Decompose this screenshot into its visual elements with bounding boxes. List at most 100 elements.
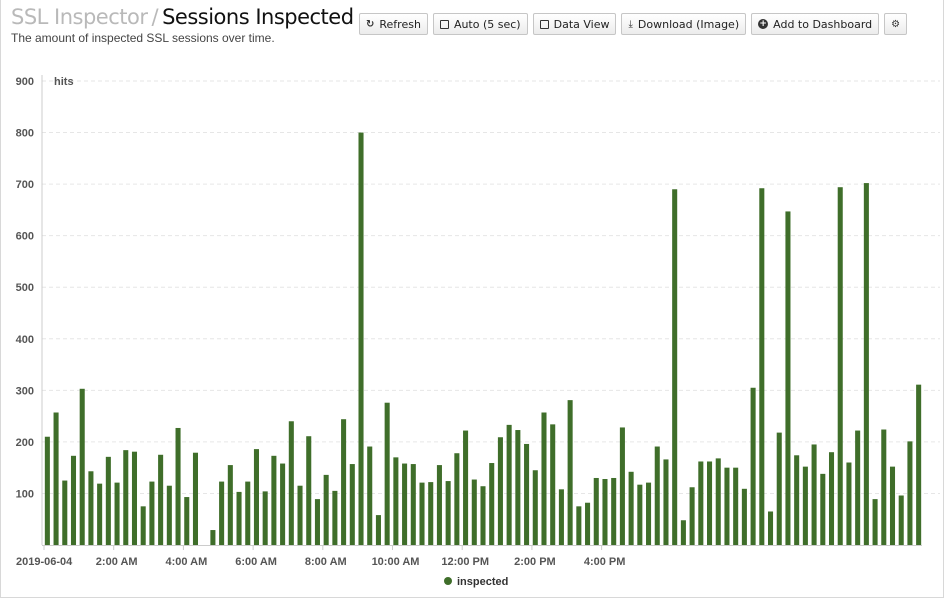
bar[interactable] xyxy=(776,432,782,545)
bar[interactable] xyxy=(794,455,800,545)
data-view-button[interactable]: Data View xyxy=(532,13,617,35)
bar[interactable] xyxy=(741,488,747,545)
bar[interactable] xyxy=(828,452,835,545)
bar[interactable] xyxy=(785,211,791,546)
bar[interactable] xyxy=(192,452,199,545)
auto-refresh-button[interactable]: Auto (5 sec) xyxy=(432,13,528,35)
bar[interactable] xyxy=(698,461,704,545)
bar[interactable] xyxy=(707,461,713,545)
bar[interactable] xyxy=(158,454,164,545)
bar[interactable] xyxy=(837,187,843,545)
bar[interactable] xyxy=(123,450,129,545)
refresh-button[interactable]: ↻ Refresh xyxy=(359,13,428,35)
bar[interactable] xyxy=(863,183,869,545)
bar[interactable] xyxy=(898,495,904,545)
bar[interactable] xyxy=(402,463,408,545)
bar[interactable] xyxy=(733,467,739,545)
bar[interactable] xyxy=(280,463,286,545)
bar[interactable] xyxy=(480,486,486,545)
bar[interactable] xyxy=(445,481,451,545)
bar[interactable] xyxy=(532,470,538,545)
bar[interactable] xyxy=(271,455,277,545)
bar[interactable] xyxy=(262,491,268,545)
bar[interactable] xyxy=(471,479,477,545)
bar[interactable] xyxy=(140,506,146,545)
bar[interactable] xyxy=(628,471,634,545)
bar[interactable] xyxy=(384,402,390,545)
bar[interactable] xyxy=(872,499,878,545)
bar[interactable] xyxy=(524,443,530,545)
bar[interactable] xyxy=(576,506,582,545)
bar[interactable] xyxy=(88,471,94,545)
bar[interactable] xyxy=(916,384,922,545)
bar[interactable] xyxy=(393,457,399,545)
bar[interactable] xyxy=(506,424,512,545)
bar[interactable] xyxy=(131,451,138,545)
bar[interactable] xyxy=(497,437,503,545)
bar[interactable] xyxy=(245,481,251,545)
bar[interactable] xyxy=(767,511,774,545)
bar[interactable] xyxy=(219,481,225,545)
add-to-dashboard-button[interactable]: + Add to Dashboard xyxy=(751,13,880,35)
bar[interactable] xyxy=(97,483,103,545)
bar[interactable] xyxy=(889,466,896,545)
bar[interactable] xyxy=(515,430,521,545)
bar[interactable] xyxy=(759,188,765,546)
bar[interactable] xyxy=(663,459,669,545)
bar[interactable] xyxy=(750,387,756,545)
bar[interactable] xyxy=(602,479,608,545)
bar[interactable] xyxy=(44,436,50,545)
bar[interactable] xyxy=(79,388,85,545)
bar[interactable] xyxy=(558,489,564,545)
bar[interactable] xyxy=(436,465,442,545)
bar[interactable] xyxy=(419,482,425,545)
bar[interactable] xyxy=(820,473,826,545)
bar[interactable] xyxy=(463,430,469,545)
bar[interactable] xyxy=(166,485,172,545)
bar[interactable] xyxy=(410,464,416,545)
bar[interactable] xyxy=(846,462,852,545)
bar[interactable] xyxy=(62,480,68,545)
bar[interactable] xyxy=(253,449,259,545)
bar[interactable] xyxy=(907,441,913,545)
bar[interactable] xyxy=(297,485,303,545)
bar[interactable] xyxy=(611,477,617,545)
bar[interactable] xyxy=(53,412,59,545)
bar[interactable] xyxy=(184,497,190,545)
bar[interactable] xyxy=(672,189,678,545)
bar[interactable] xyxy=(855,430,861,545)
bar[interactable] xyxy=(349,464,355,545)
bar[interactable] xyxy=(175,427,181,545)
bar[interactable] xyxy=(637,484,643,545)
bar[interactable] xyxy=(593,477,599,545)
bar[interactable] xyxy=(550,424,556,545)
settings-button[interactable]: ⚙ xyxy=(884,13,908,35)
bar[interactable] xyxy=(454,453,460,545)
bar[interactable] xyxy=(114,482,120,545)
bar[interactable] xyxy=(689,487,695,545)
bar[interactable] xyxy=(227,465,233,545)
bar[interactable] xyxy=(802,466,808,545)
bar[interactable] xyxy=(314,499,320,545)
bar[interactable] xyxy=(70,455,77,545)
bar[interactable] xyxy=(881,429,887,545)
bar[interactable] xyxy=(358,132,364,546)
bar[interactable] xyxy=(323,474,329,545)
bar[interactable] xyxy=(654,446,660,545)
bar[interactable] xyxy=(367,446,373,545)
bar[interactable] xyxy=(210,530,216,545)
bar[interactable] xyxy=(646,482,652,545)
bar[interactable] xyxy=(541,412,547,545)
bar[interactable] xyxy=(715,458,721,545)
bar[interactable] xyxy=(724,467,730,545)
bar[interactable] xyxy=(680,520,686,545)
bar[interactable] xyxy=(428,482,434,545)
bar[interactable] xyxy=(567,400,573,545)
breadcrumb-ssl-inspector[interactable]: SSL Inspector xyxy=(11,5,148,29)
bar[interactable] xyxy=(585,502,591,545)
bar[interactable] xyxy=(332,490,338,545)
legend-entry-inspected[interactable]: inspected xyxy=(457,576,508,588)
bar[interactable] xyxy=(619,427,625,545)
bar[interactable] xyxy=(288,421,294,545)
bar[interactable] xyxy=(149,481,155,545)
